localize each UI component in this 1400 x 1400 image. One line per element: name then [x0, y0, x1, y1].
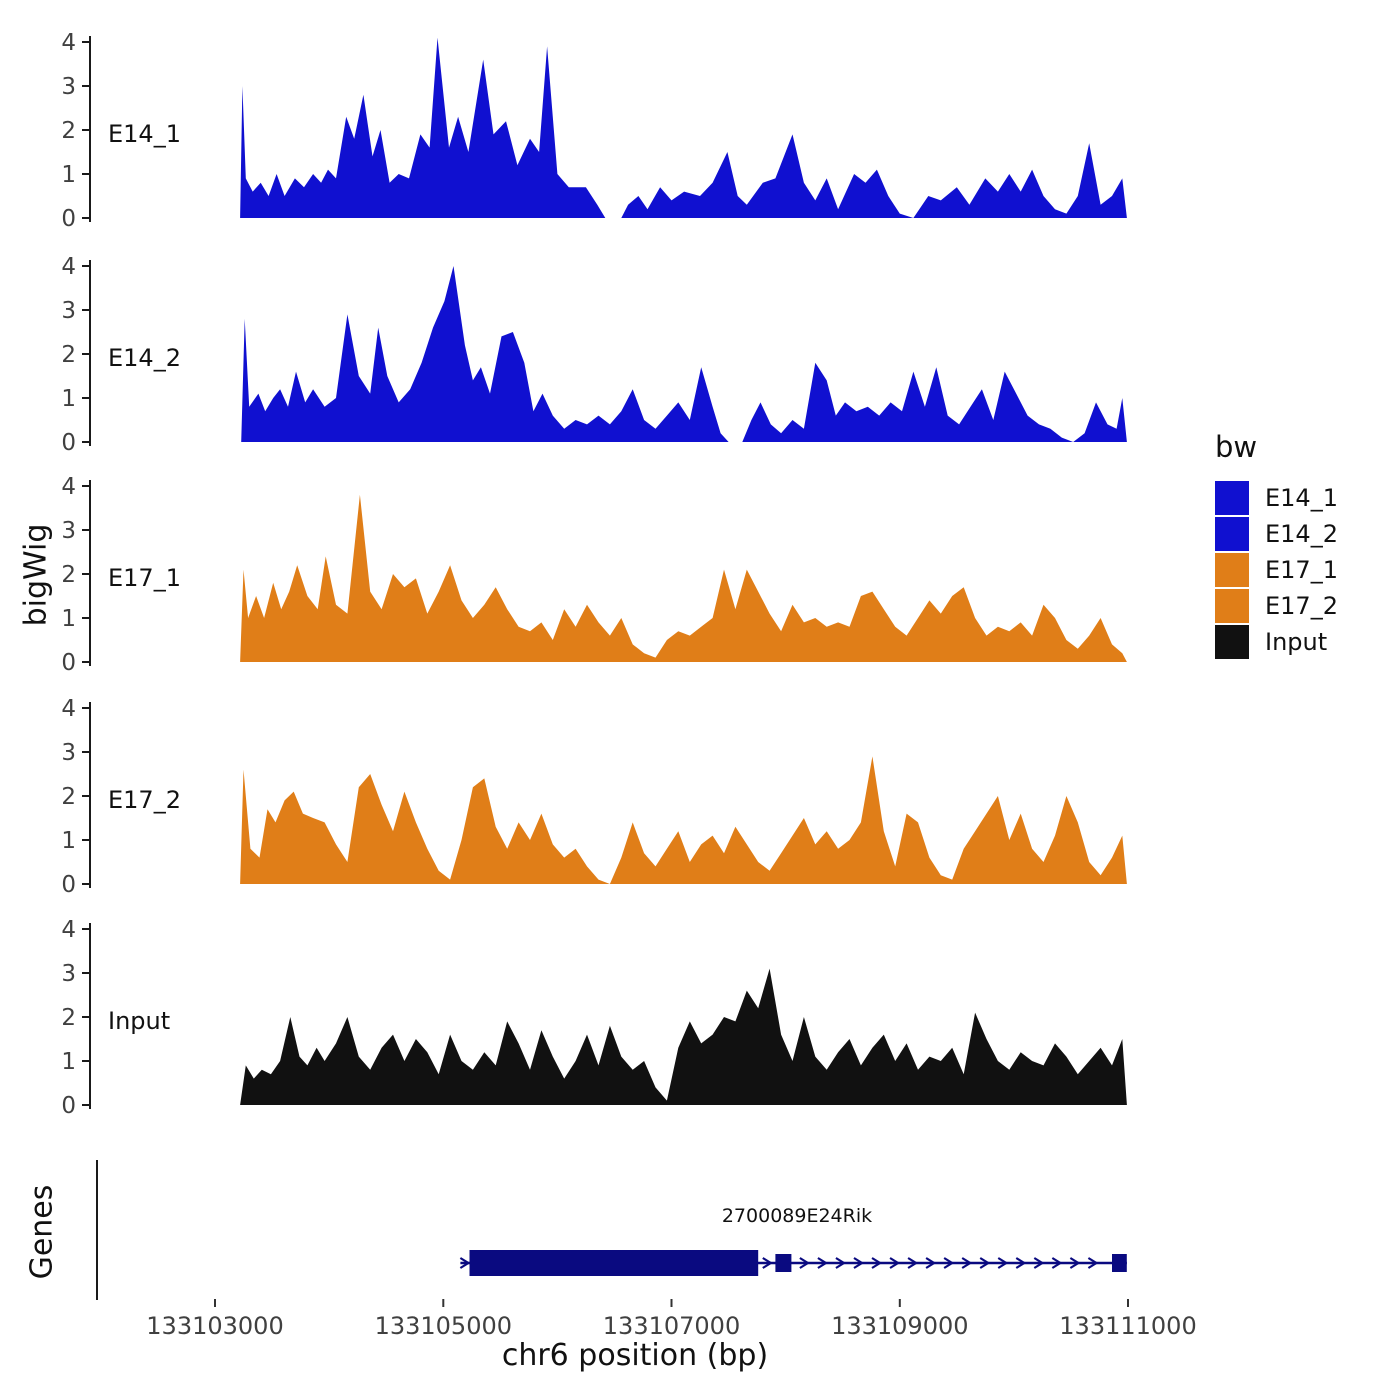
track-panel-e14-1: E14_1 0 1 2 3 4: [60, 28, 1210, 233]
legend: bw E14_1 E14_2 E17_1 E17_2 Input: [1215, 430, 1338, 660]
y-tick-label: 4: [61, 30, 76, 56]
y-tick-label: 0: [61, 1093, 76, 1119]
y-tick-label: 2: [61, 1005, 76, 1031]
genes-panel: [60, 1150, 1210, 1310]
gene-model-track: [96, 1160, 1127, 1300]
track-panel-input: Input 0 1 2 3 4: [60, 915, 1210, 1120]
strand-arrow-icon: [925, 1257, 937, 1269]
strand-arrow-icon: [835, 1257, 847, 1269]
y-tick-label: 2: [61, 342, 76, 368]
strand-arrow-icon: [1033, 1257, 1045, 1269]
x-tick-label: 133103000: [146, 1312, 283, 1340]
y-tick-label: 0: [61, 206, 76, 232]
y-tick-label: 0: [61, 430, 76, 456]
y-tick-label: 4: [61, 254, 76, 280]
strand-arrow-icon: [799, 1257, 810, 1269]
coverage-area: [240, 756, 1127, 884]
y-tick-label: 1: [61, 386, 76, 412]
y-tick-label: 2: [61, 118, 76, 144]
legend-item: E14_2: [1215, 516, 1338, 552]
strand-arrow-icon: [979, 1257, 991, 1269]
strand-arrow-icon: [943, 1257, 955, 1269]
legend-item: E17_1: [1215, 552, 1338, 588]
y-tick-label: 1: [61, 828, 76, 854]
coverage-area: [240, 37, 1127, 218]
genes-axis-title: Genes: [24, 1184, 60, 1280]
coverage-track-e17-1: 0 1 2 3 4: [61, 474, 1127, 676]
track-label: E17_2: [108, 786, 181, 814]
y-tick-label: 4: [61, 917, 76, 943]
coverage-area: [241, 266, 1127, 442]
coverage-track-input: 0 1 2 3 4: [61, 917, 1127, 1119]
y-tick-label: 3: [61, 74, 76, 100]
x-tick-label: 133111000: [1059, 1312, 1196, 1340]
strand-arrow-icon: [817, 1257, 828, 1269]
gene-name-label: 2700089E24Rik: [721, 1205, 873, 1227]
legend-swatch-e17-1: [1215, 553, 1249, 587]
track-panel-e14-2: E14_2 0 1 2 3 4: [60, 252, 1210, 457]
coverage-track-e14-1: 0 1 2 3 4: [61, 30, 1127, 232]
coverage-area: [240, 494, 1127, 662]
y-tick-label: 1: [61, 162, 76, 188]
legend-label: E17_1: [1265, 556, 1338, 584]
legend-swatch-e14-1: [1215, 481, 1249, 515]
track-panel-e17-1: E17_1 0 1 2 3 4: [60, 472, 1210, 677]
strand-arrow-icon: [762, 1257, 773, 1269]
y-tick-label: 2: [61, 784, 76, 810]
y-tick-label: 0: [61, 650, 76, 676]
y-tick-label: 4: [61, 474, 76, 500]
x-tick-label: 133109000: [831, 1312, 968, 1340]
y-axis-title: bigWig: [18, 523, 54, 627]
gene-exon: [1112, 1254, 1127, 1272]
gene-exon: [775, 1254, 792, 1272]
y-tick-label: 3: [61, 298, 76, 324]
coverage-track-e17-2: 0 1 2 3 4: [61, 696, 1127, 898]
coverage-track-e14-2: 0 1 2 3 4: [61, 254, 1127, 456]
strand-arrow-icon: [871, 1257, 883, 1269]
legend-swatch-input: [1215, 625, 1249, 659]
legend-label: Input: [1265, 628, 1328, 656]
legend-label: E14_2: [1265, 520, 1338, 548]
strand-arrow-icon: [1015, 1257, 1027, 1269]
gene-exon-thick: [469, 1250, 759, 1276]
strand-arrow-icon: [853, 1257, 865, 1269]
strand-arrow-icon: [1051, 1257, 1063, 1269]
legend-label: E14_1: [1265, 484, 1338, 512]
y-tick-label: 3: [61, 961, 76, 987]
coverage-area: [240, 968, 1127, 1105]
track-panel-e17-2: E17_2 0 1 2 3 4: [60, 694, 1210, 899]
track-label: E14_1: [108, 120, 181, 148]
strand-arrow-icon: [961, 1257, 973, 1269]
y-tick-label: 2: [61, 562, 76, 588]
y-tick-label: 1: [61, 606, 76, 632]
y-tick-label: 3: [61, 740, 76, 766]
y-tick-label: 1: [61, 1049, 76, 1075]
x-tick-label: 133107000: [603, 1312, 740, 1340]
track-label: E17_1: [108, 564, 181, 592]
track-label: Input: [108, 1007, 171, 1035]
legend-title: bw: [1215, 430, 1258, 464]
strand-arrow-icon: [907, 1257, 919, 1269]
strand-arrow-icon: [1087, 1257, 1099, 1269]
track-label: E14_2: [108, 344, 181, 372]
strand-arrow-icon: [1069, 1257, 1081, 1269]
legend-item: E17_2: [1215, 588, 1338, 624]
legend-item: Input: [1215, 624, 1338, 660]
legend-item: E14_1: [1215, 480, 1338, 516]
legend-swatch-e14-2: [1215, 517, 1249, 551]
y-tick-label: 4: [61, 696, 76, 722]
legend-swatch-e17-2: [1215, 589, 1249, 623]
x-tick-label: 133105000: [375, 1312, 512, 1340]
strand-arrow-icon: [889, 1257, 901, 1269]
strand-arrow-icon: [997, 1257, 1009, 1269]
x-axis: 133103000 133105000 133107000 133109000 1331…: [146, 1299, 1197, 1340]
y-tick-label: 0: [61, 872, 76, 898]
y-tick-label: 3: [61, 518, 76, 544]
strand-arrow-icon: [459, 1257, 471, 1269]
legend-label: E17_2: [1265, 592, 1338, 620]
x-axis-title: chr6 position (bp): [501, 1338, 769, 1373]
